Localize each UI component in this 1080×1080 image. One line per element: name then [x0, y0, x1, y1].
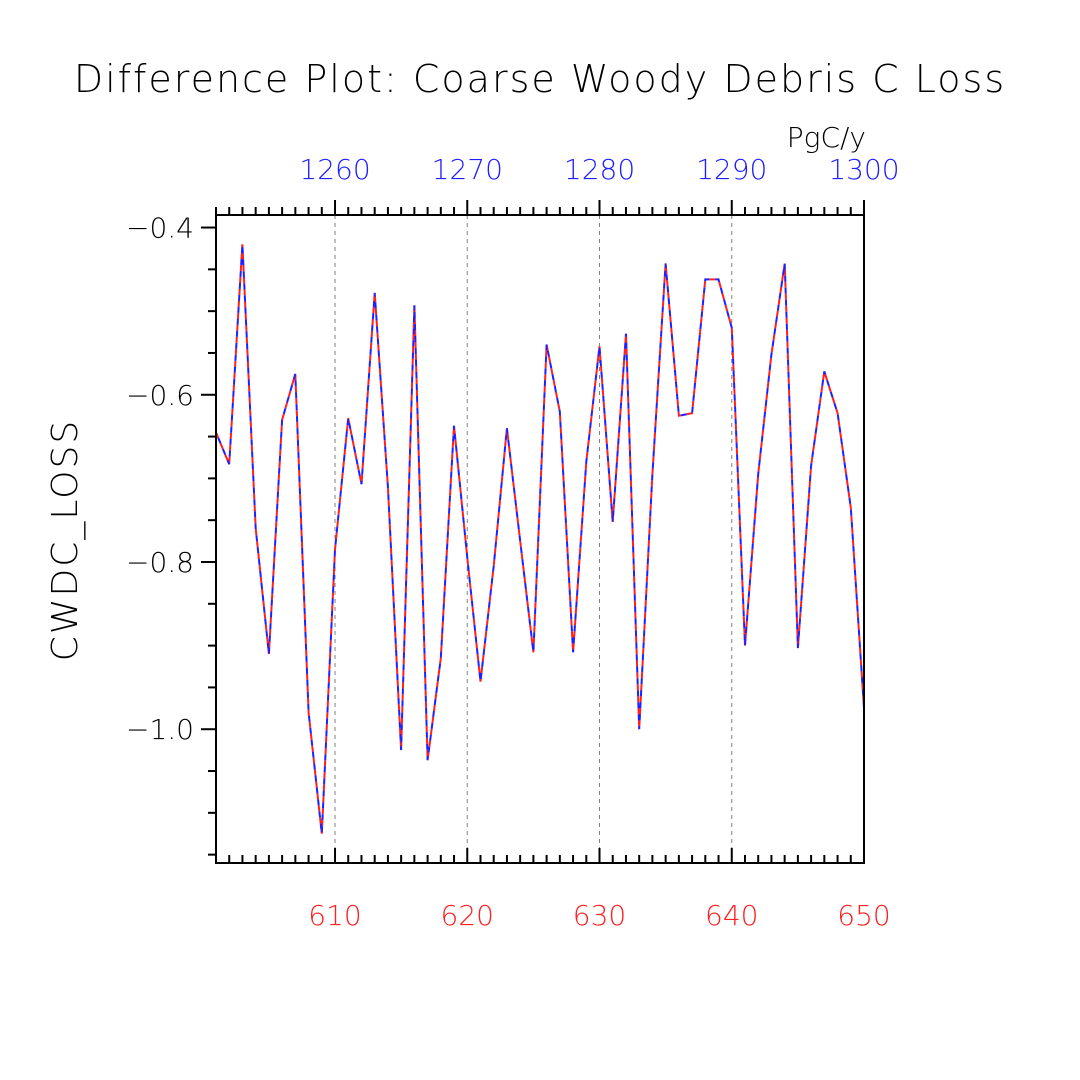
tick-labels: 610 620 630 640 650 1260 1270 1280 1290 1300 −0.4 −… — [126, 153, 900, 932]
top-tick-label: 1270 — [432, 153, 503, 186]
series-line-1 — [215, 244, 865, 834]
axis-ticks — [201, 200, 865, 863]
top-tick-label: 1260 — [299, 153, 370, 186]
series-layer — [215, 244, 865, 834]
x-tick-label: 640 — [705, 899, 758, 932]
y-tick-label: −1.0 — [126, 713, 194, 746]
series-line-2 — [215, 244, 865, 834]
top-tick-label: 1290 — [696, 153, 767, 186]
chart-title: Difference Plot: Coarse Woody Debris C L… — [74, 57, 1006, 101]
units-label: PgC/y — [787, 121, 866, 154]
x-tick-label: 620 — [441, 899, 494, 932]
x-tick-label: 650 — [837, 899, 890, 932]
plot-frame — [215, 214, 865, 864]
x-tick-label: 630 — [573, 899, 626, 932]
y-tick-label: −0.8 — [126, 546, 194, 579]
top-tick-label: 1300 — [828, 153, 899, 186]
x-tick-label: 610 — [308, 899, 361, 932]
top-tick-label: 1280 — [564, 153, 635, 186]
y-tick-label: −0.6 — [126, 379, 194, 412]
grid-lines — [334, 215, 733, 863]
y-tick-label: −0.4 — [126, 212, 194, 245]
y-axis-label: CWDC_LOSS — [45, 419, 86, 661]
